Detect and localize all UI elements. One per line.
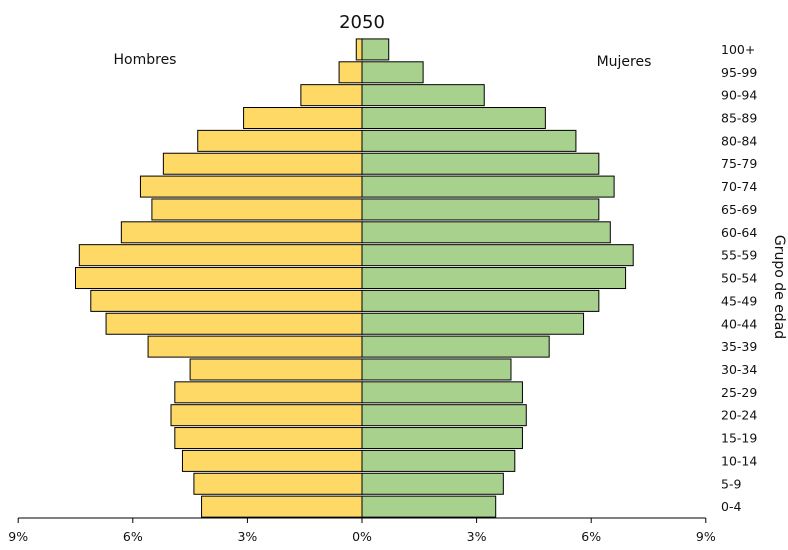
y-axis-label: Grupo de edad [771,235,787,339]
x-axis [17,517,707,523]
bar-hombres-70-74 [139,175,363,198]
bar-hombres-55-59 [78,244,363,267]
bar-hombres-75-79 [162,152,363,175]
age-group-label: 75-79 [721,156,757,171]
x-tick-label: 3% [237,529,257,544]
age-group-label: 100+ [721,42,755,57]
bar-mujeres-10-14 [361,449,516,472]
bar-hombres-10-14 [181,449,363,472]
bar-mujeres-30-34 [361,358,512,381]
age-group-label: 60-64 [721,225,757,240]
bar-mujeres-85-89 [361,107,546,130]
bar-mujeres-40-44 [361,312,585,335]
age-group-label: 30-34 [721,362,757,377]
bar-hombres-60-64 [120,221,363,244]
age-group-label: 45-49 [721,293,757,308]
legend-label-mujeres: Mujeres [597,54,652,70]
age-group-label: 25-29 [721,385,757,400]
bar-mujeres-15-19 [361,427,523,450]
bars-group [75,38,634,518]
bar-hombres-45-49 [90,289,363,312]
bar-hombres-100+ [355,38,363,61]
bar-hombres-15-19 [174,427,363,450]
x-tick-label: 0% [352,529,372,544]
bar-mujeres-75-79 [361,152,600,175]
bar-hombres-85-89 [243,107,363,130]
age-group-label: 50-54 [721,271,757,286]
age-group-label: 70-74 [721,179,757,194]
x-tick-label: 6% [581,529,601,544]
legend-label-hombres: Hombres [114,52,177,68]
bar-mujeres-55-59 [361,244,634,267]
bar-mujeres-20-24 [361,404,527,427]
x-tick-label: 9% [8,529,28,544]
bar-mujeres-25-29 [361,381,523,404]
bar-mujeres-0-4 [361,495,497,518]
x-tick-label: 9% [696,529,716,544]
bar-hombres-65-69 [151,198,363,221]
bar-hombres-20-24 [170,404,363,427]
age-group-label: 95-99 [721,65,757,80]
bar-mujeres-65-69 [361,198,600,221]
age-group-label: 15-19 [721,431,757,446]
bar-mujeres-60-64 [361,221,611,244]
bar-hombres-50-54 [75,267,363,290]
age-group-label: 20-24 [721,408,757,423]
bar-hombres-90-94 [300,84,363,107]
bar-hombres-5-9 [193,472,363,495]
bar-hombres-40-44 [105,312,363,335]
bar-hombres-80-84 [197,129,363,152]
age-group-label: 5-9 [721,476,741,491]
bar-hombres-95-99 [338,61,363,84]
bar-mujeres-95-99 [361,61,424,84]
age-group-label: 65-69 [721,202,757,217]
bar-mujeres-90-94 [361,84,485,107]
bar-hombres-25-29 [174,381,363,404]
x-tick-label: 6% [123,529,143,544]
age-group-label: 85-89 [721,111,757,126]
x-tick-label: 3% [467,529,487,544]
age-group-label: 35-39 [721,339,757,354]
age-group-label: 80-84 [721,133,757,148]
age-group-label: 10-14 [721,453,757,468]
bar-hombres-35-39 [147,335,363,358]
bar-mujeres-70-74 [361,175,615,198]
bar-hombres-30-34 [189,358,363,381]
age-group-labels: 0-4 5-9 10-14 15-19 20-24 25-29 30-34 35-39 40-4… [721,42,757,514]
bar-mujeres-50-54 [361,267,627,290]
bar-mujeres-35-39 [361,335,550,358]
age-group-label: 40-44 [721,316,757,331]
x-axis-tick-labels: 9% 6% 3% 0% 3% 6% 9% [8,529,716,544]
bar-mujeres-80-84 [361,129,577,152]
bar-hombres-0-4 [201,495,363,518]
age-group-label: 55-59 [721,248,757,263]
bar-mujeres-100+ [361,38,390,61]
bar-mujeres-5-9 [361,472,504,495]
bar-mujeres-45-49 [361,289,600,312]
age-group-label: 0-4 [721,499,741,514]
age-group-label: 90-94 [721,88,757,103]
chart-title: 2050 [339,12,385,33]
